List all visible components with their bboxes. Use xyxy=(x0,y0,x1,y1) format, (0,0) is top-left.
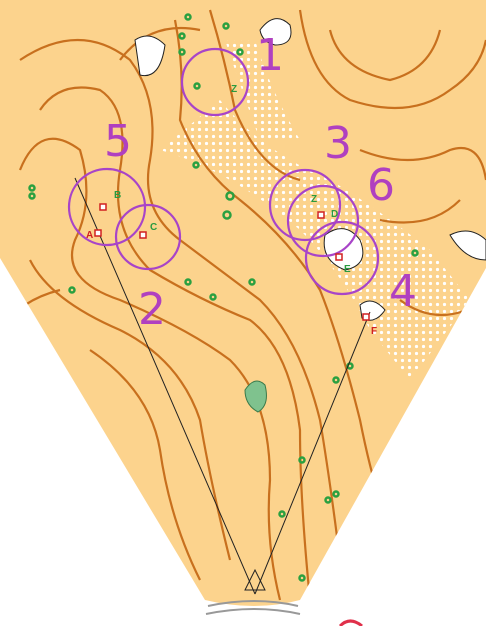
control-code: Z xyxy=(311,194,317,205)
control-code: F xyxy=(371,326,377,337)
control-number: 3 xyxy=(324,118,352,169)
control-code: A xyxy=(86,230,93,241)
control-number: 2 xyxy=(138,284,166,335)
control-code: D xyxy=(331,209,338,220)
control-code: B xyxy=(114,190,121,201)
control-number: 1 xyxy=(256,30,284,81)
control-code: C xyxy=(150,222,157,233)
control-number: 5 xyxy=(104,116,132,167)
finish-mark xyxy=(340,621,362,626)
control-code: Z xyxy=(231,84,237,95)
orienteering-map: 1 2 3 4 5 6 Z B C A Z D E F xyxy=(0,0,486,626)
control-number: 6 xyxy=(367,160,395,211)
control-code: E xyxy=(344,264,351,275)
control-number: 4 xyxy=(389,266,417,317)
